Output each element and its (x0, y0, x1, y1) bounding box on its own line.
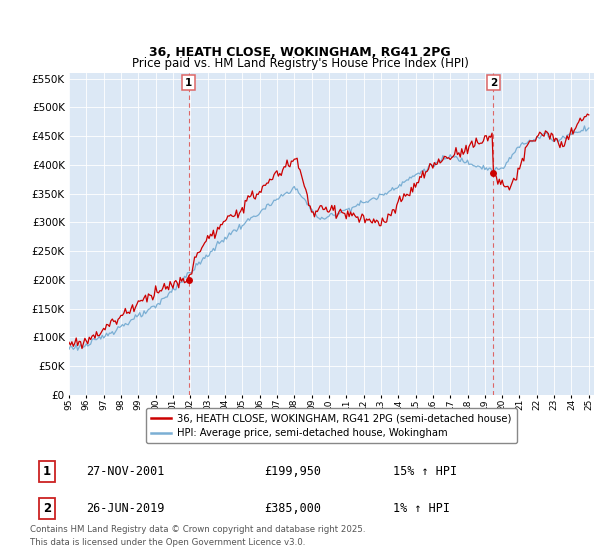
Text: 1: 1 (43, 465, 51, 478)
Text: Price paid vs. HM Land Registry's House Price Index (HPI): Price paid vs. HM Land Registry's House … (131, 57, 469, 70)
Text: 27-NOV-2001: 27-NOV-2001 (86, 465, 164, 478)
Text: 2: 2 (490, 78, 497, 87)
Text: £199,950: £199,950 (265, 465, 322, 478)
Text: 2: 2 (43, 502, 51, 515)
Text: 15% ↑ HPI: 15% ↑ HPI (392, 465, 457, 478)
Text: 26-JUN-2019: 26-JUN-2019 (86, 502, 164, 515)
Text: 1% ↑ HPI: 1% ↑ HPI (392, 502, 450, 515)
Text: 1: 1 (185, 78, 192, 87)
Text: Contains HM Land Registry data © Crown copyright and database right 2025.
This d: Contains HM Land Registry data © Crown c… (30, 525, 365, 548)
Text: £385,000: £385,000 (265, 502, 322, 515)
Legend: 36, HEATH CLOSE, WOKINGHAM, RG41 2PG (semi-detached house), HPI: Average price, : 36, HEATH CLOSE, WOKINGHAM, RG41 2PG (se… (146, 408, 517, 443)
Text: 36, HEATH CLOSE, WOKINGHAM, RG41 2PG: 36, HEATH CLOSE, WOKINGHAM, RG41 2PG (149, 46, 451, 59)
